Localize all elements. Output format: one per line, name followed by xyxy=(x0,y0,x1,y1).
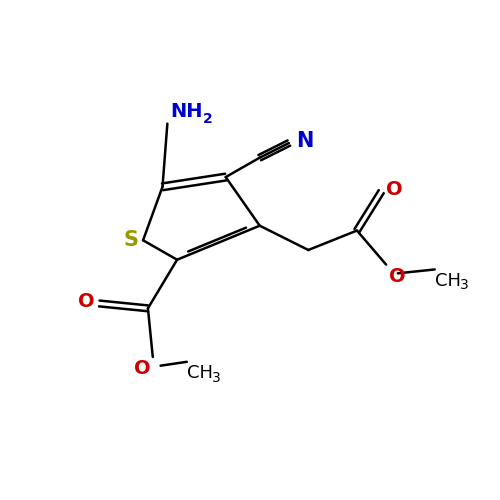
Text: N: N xyxy=(296,130,314,150)
Text: 2: 2 xyxy=(203,112,212,126)
Text: CH: CH xyxy=(187,364,213,382)
Text: 3: 3 xyxy=(460,278,469,292)
Text: S: S xyxy=(124,230,138,250)
Text: NH: NH xyxy=(170,102,202,121)
Text: 3: 3 xyxy=(212,370,221,384)
Text: O: O xyxy=(78,292,94,310)
Text: O: O xyxy=(386,180,402,199)
Text: O: O xyxy=(134,360,150,378)
Text: CH: CH xyxy=(434,272,460,290)
Text: O: O xyxy=(388,267,405,286)
